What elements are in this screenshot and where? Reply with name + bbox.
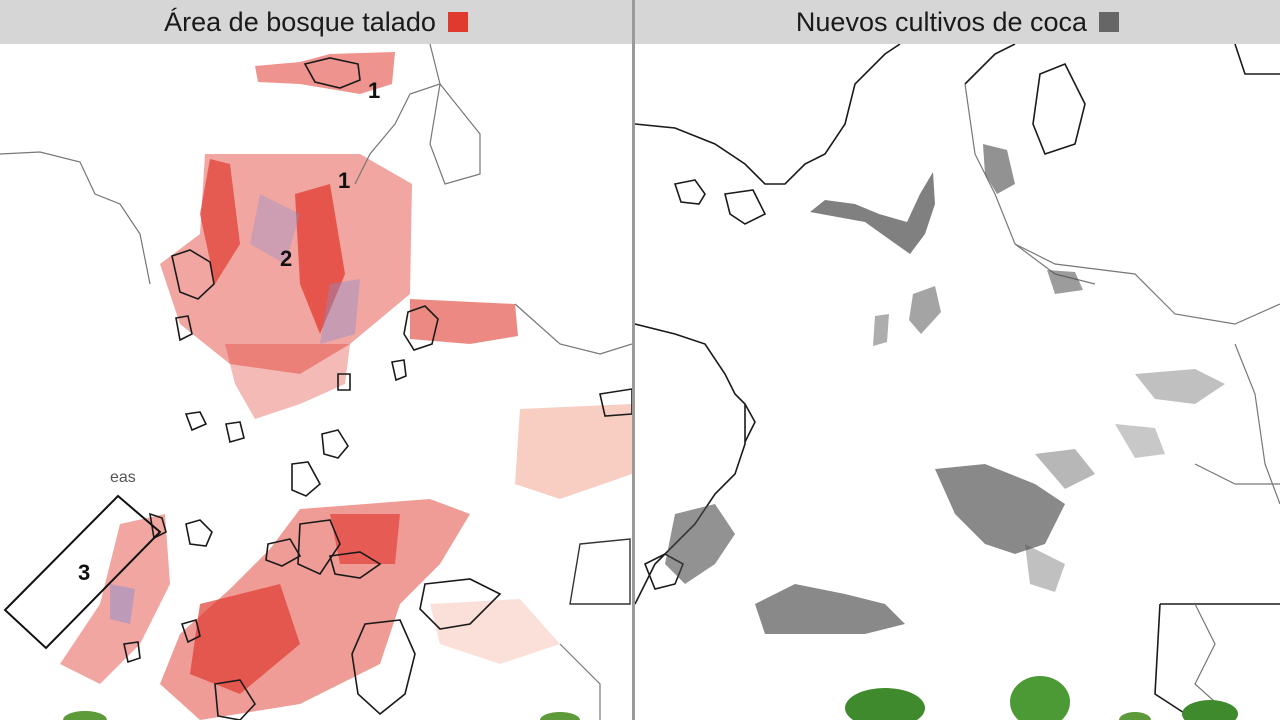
area-label-3: 3: [78, 560, 90, 585]
boundary-lines: [0, 44, 632, 720]
right-panel-header: Nuevos cultivos de coca: [635, 0, 1280, 44]
faint-background-text: eas: [110, 469, 136, 486]
leaf-icon: [845, 676, 1238, 720]
left-panel-header: Área de bosque talado: [0, 0, 632, 44]
right-panel-title: Nuevos cultivos de coca: [795, 6, 1088, 37]
deforestation-legend-swatch: [447, 12, 468, 32]
deforestation-map: 1 1 2 3 eas: [0, 44, 632, 720]
deforestation-patches: [60, 52, 632, 720]
deforestation-map-panel: Área de bosque talado: [0, 0, 632, 720]
coca-map: [635, 44, 1280, 720]
country-borders-right: [964, 83, 1280, 720]
area-label-2: 2: [280, 246, 292, 271]
area-label-1-mid: 1: [338, 168, 350, 193]
left-panel-title: Área de bosque talado: [164, 6, 436, 37]
boundary-lines-right: [635, 44, 1280, 720]
panel-divider: [632, 0, 635, 720]
coca-patches: [665, 144, 1225, 634]
coca-map-panel: Nuevos cultivos de coca: [635, 0, 1280, 720]
leaf-icon: [63, 711, 580, 720]
coca-legend-swatch: [1099, 12, 1120, 32]
area-labels: 1 1 2 3 eas: [78, 78, 380, 585]
area-label-1-top: 1: [368, 78, 380, 103]
